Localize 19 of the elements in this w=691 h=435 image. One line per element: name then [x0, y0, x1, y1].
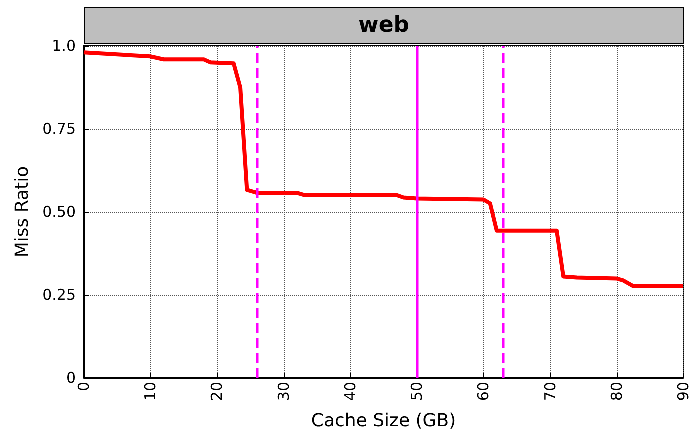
x-tick-label: 40	[341, 382, 360, 402]
y-tick-label: 0.75	[42, 120, 76, 138]
x-axis-title: Cache Size (GB)	[311, 410, 456, 432]
line-series	[82, 50, 686, 288]
x-tick-label: 30	[274, 382, 293, 402]
y-axis-title: Miss Ratio	[12, 166, 34, 258]
chart-title: web	[84, 7, 684, 44]
y-tick-label: 0.25	[42, 286, 76, 304]
x-tick-label: 90	[674, 382, 691, 402]
x-tick-label: 20	[208, 382, 226, 402]
x-tick-label: 60	[474, 382, 493, 402]
y-tick-label: 0	[66, 369, 76, 387]
x-tick-label: 80	[608, 382, 626, 402]
y-tick-label: 1.0	[52, 37, 76, 55]
x-tick-label: 50	[408, 382, 426, 402]
x-tick-label: 70	[541, 382, 560, 402]
y-tick-label: 0.50	[42, 203, 76, 221]
x-tick-label: 10	[142, 382, 160, 402]
x-tick-label: 0	[75, 382, 93, 392]
